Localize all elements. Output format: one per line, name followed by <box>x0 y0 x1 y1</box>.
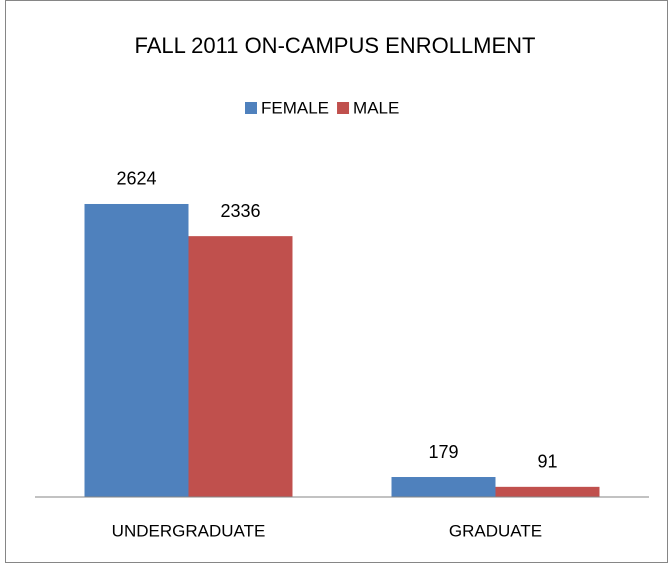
x-tick-label: UNDERGRADUATE <box>112 521 266 540</box>
legend-swatch <box>245 102 257 114</box>
bar <box>84 203 189 497</box>
bar <box>391 477 496 497</box>
legend-swatch <box>337 102 350 114</box>
data-label: 2624 <box>116 169 156 189</box>
data-label: 91 <box>537 452 557 472</box>
legend-label: MALE <box>353 98 399 117</box>
x-tick-label: GRADUATE <box>449 521 542 540</box>
data-label: 2336 <box>220 201 260 221</box>
data-label: 179 <box>428 442 458 462</box>
bar <box>188 236 293 497</box>
chart-title: FALL 2011 ON-CAMPUS ENROLLMENT <box>134 33 535 58</box>
bar <box>495 486 600 497</box>
legend-label: FEMALE <box>261 98 329 117</box>
